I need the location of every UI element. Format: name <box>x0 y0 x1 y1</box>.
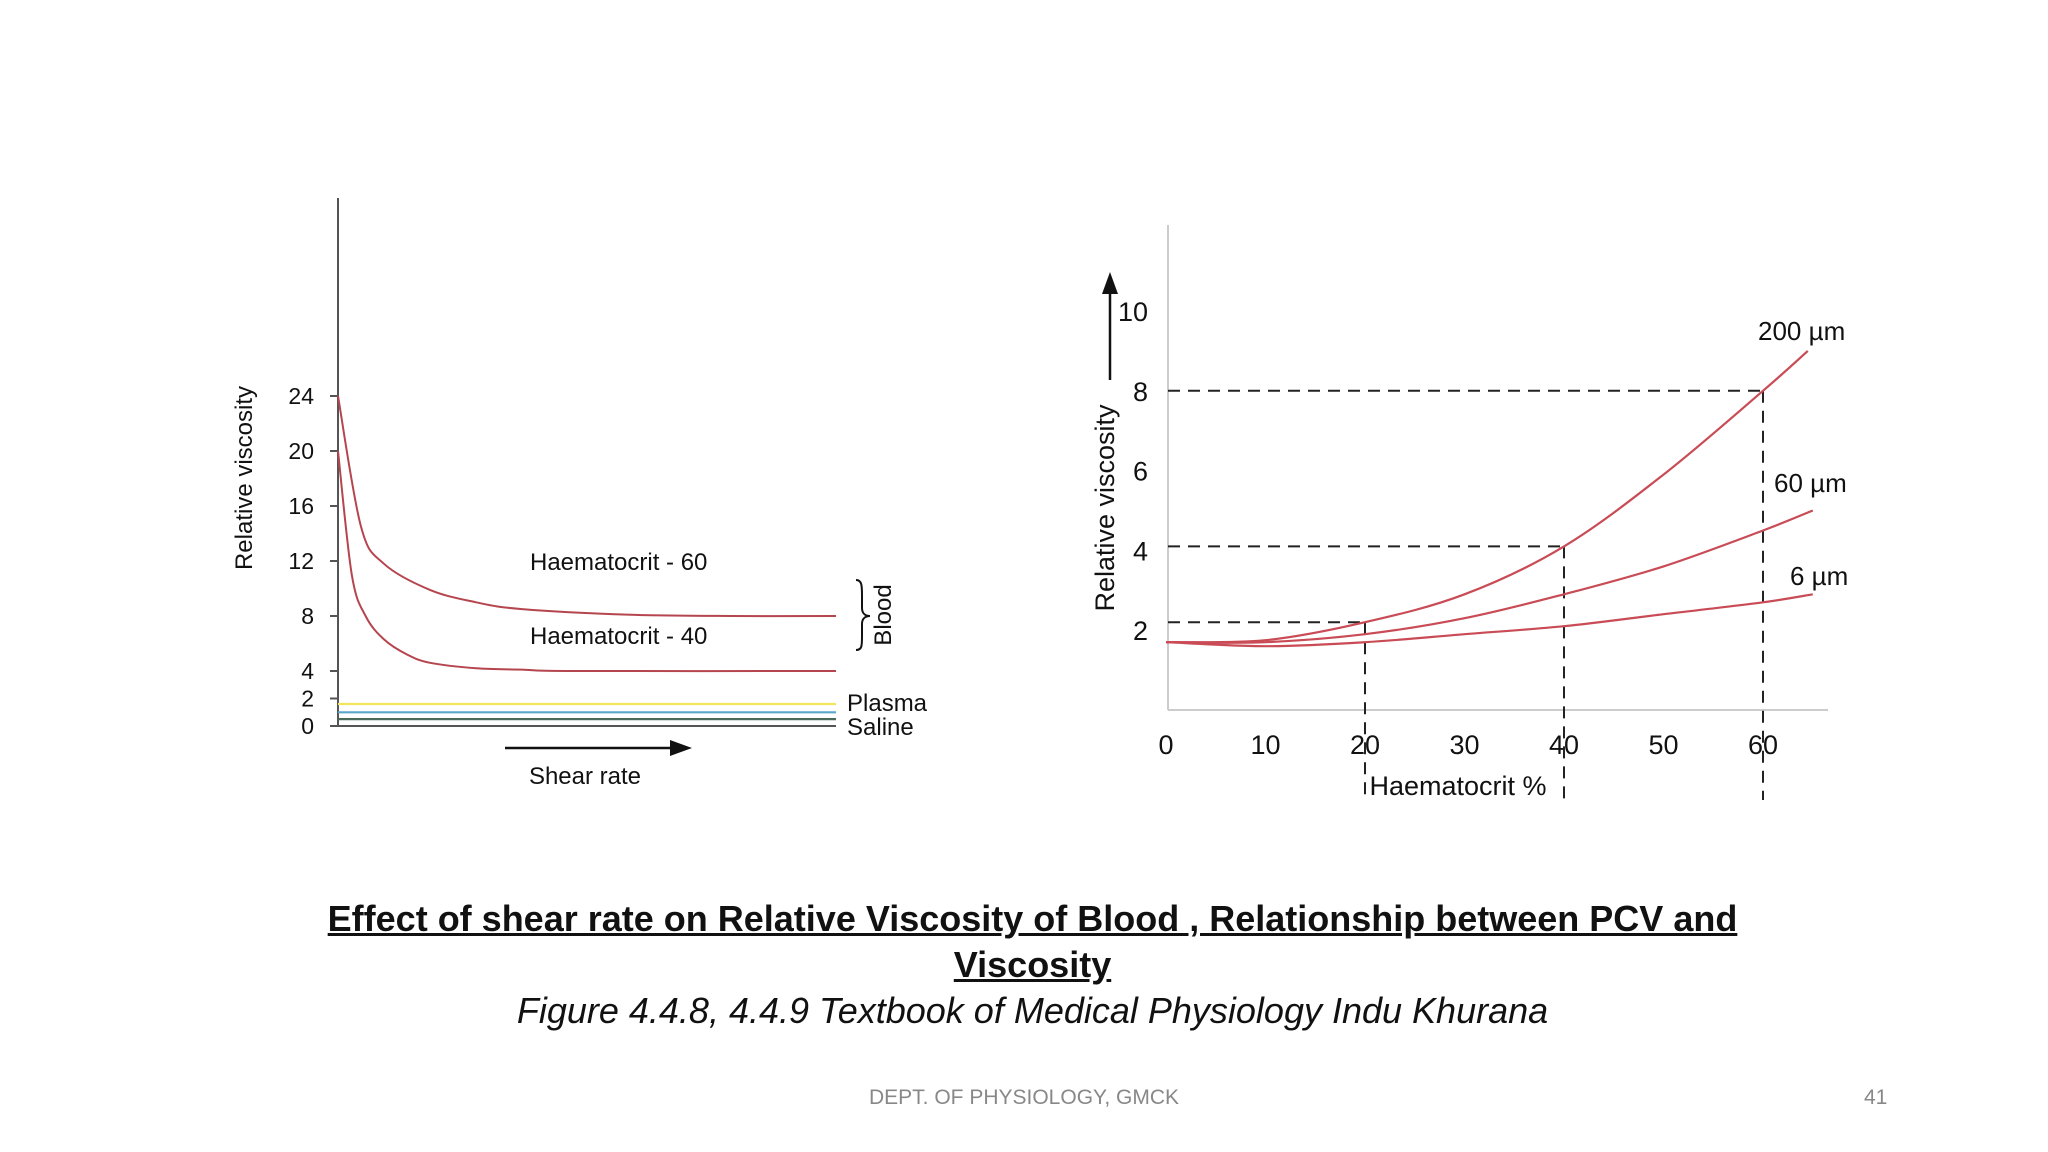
chart2-y-tick-label: 10 <box>1118 297 1148 327</box>
caption-source: Figure 4.4.8, 4.4.9 Textbook of Medical … <box>516 990 1549 1031</box>
chart1-y-tick-label: 0 <box>301 713 314 739</box>
chart1-x-axis-label: Shear rate <box>529 763 641 790</box>
chart2-x-tick-label: 0 <box>1158 730 1173 760</box>
chart2-x-tick-label: 60 <box>1748 730 1778 760</box>
chart2-y-tick-label: 2 <box>1133 616 1148 646</box>
chart2-x-tick-label: 40 <box>1549 730 1579 760</box>
chart1-series-line <box>337 395 837 618</box>
chart2-x-axis-label: Haematocrit % <box>1369 771 1546 801</box>
chart2-x-tick-label: 10 <box>1250 730 1280 760</box>
chart1-y-tick-label: 2 <box>301 686 314 712</box>
chart1-y-tick-label: 12 <box>288 548 314 574</box>
footer-department: DEPT. OF PHYSIOLOGY, GMCK <box>868 1086 1180 1109</box>
chart2-series-line <box>1165 509 1814 644</box>
chart2-x-tick-label: 30 <box>1449 730 1479 760</box>
label-haematocrit-40: Haematocrit - 40 <box>530 623 707 650</box>
label-blood: Blood <box>870 584 897 645</box>
chart2-y-tick-label: 8 <box>1133 377 1148 407</box>
chart1-series-line <box>337 450 837 673</box>
figure-caption: Effect of shear rate on Relative Viscosi… <box>230 896 1835 1034</box>
chart2-x-tick-label: 50 <box>1648 730 1678 760</box>
chart2-y-tick-label: 4 <box>1133 536 1148 566</box>
chart2-y-axis-label: Relative viscosity <box>1090 404 1120 612</box>
label-200um: 200 µm <box>1758 316 1845 346</box>
chart1-y-tick-label: 24 <box>288 383 314 409</box>
caption-title-line2: Viscosity <box>953 944 1112 985</box>
chart1-y-tick-label: 8 <box>301 603 314 629</box>
slide-number: 41 <box>1864 1086 1888 1109</box>
shear-rate-arrow-head <box>670 740 692 756</box>
chart2-series-line <box>1165 593 1813 648</box>
chart2-y-arrow-head <box>1102 272 1118 294</box>
chart2-x-tick-label: 20 <box>1350 730 1380 760</box>
label-plasma: Plasma <box>847 690 928 717</box>
chart1-y-tick-label: 16 <box>288 493 314 519</box>
chart2-series-line <box>1165 350 1809 644</box>
caption-title-line1: Effect of shear rate on Relative Viscosi… <box>327 898 1738 939</box>
label-haematocrit-60: Haematocrit - 60 <box>530 549 707 576</box>
blood-brace <box>855 579 871 651</box>
chart1-y-tick-label: 4 <box>301 658 314 684</box>
chart1-y-axis-label: Relative viscosity <box>231 386 258 570</box>
label-60um: 60 µm <box>1774 468 1847 498</box>
chart1-y-tick-label: 20 <box>288 438 314 464</box>
label-6um: 6 µm <box>1790 561 1848 591</box>
label-saline: Saline <box>847 714 914 741</box>
chart2-y-tick-label: 6 <box>1133 457 1148 487</box>
